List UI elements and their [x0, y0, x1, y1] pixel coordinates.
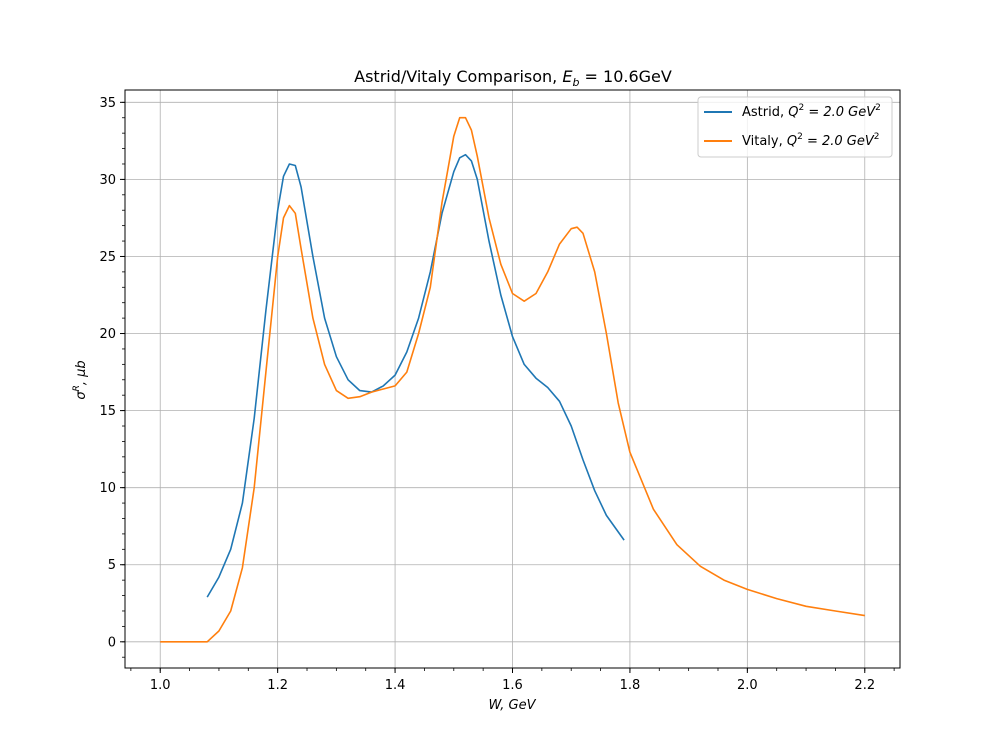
- x-axis-label: W, GeV: [488, 698, 536, 713]
- legend: Astrid, Q2 = 2.0 GeV2 Vitaly, Q2 = 2.0 G…: [697, 96, 893, 158]
- legend-label-vitaly: Vitaly, Q2 = 2.0 GeV2: [742, 132, 880, 149]
- y-axis-label: σR, μb: [72, 360, 89, 399]
- y-tick-label: 20: [99, 327, 116, 342]
- ticks: 1.0 1.2 1.4 1.6 1.8 2.0 2.2 0 5 10 15 20 25 30 35: [99, 96, 895, 693]
- title-rest: = 10.6GeV: [579, 67, 671, 86]
- title-prefix: Astrid/Vitaly Comparison,: [354, 67, 562, 86]
- y-tick-label: 0: [108, 635, 116, 650]
- series-lines: [160, 116, 865, 643]
- y-tick-label: 15: [99, 404, 116, 419]
- series-line-1: [160, 116, 865, 643]
- legend-box: [697, 96, 893, 158]
- y-tick-label: 10: [99, 481, 116, 496]
- x-tick-label: 2.2: [854, 678, 875, 693]
- legend-label-astrid: Astrid, Q2 = 2.0 GeV2: [742, 103, 881, 120]
- x-tick-label: 1.0: [150, 678, 171, 693]
- x-tick-label: 2.0: [737, 678, 758, 693]
- chart-title: Astrid/Vitaly Comparison, Eb = 10.6GeV: [354, 67, 672, 89]
- y-tick-label: 35: [99, 96, 116, 111]
- title-symbol: E: [562, 67, 573, 86]
- y-label-sup: R: [72, 385, 82, 391]
- x-tick-label: 1.4: [385, 678, 406, 693]
- y-tick-label: 30: [99, 173, 116, 188]
- y-tick-label: 25: [99, 250, 116, 265]
- title-subscript: b: [572, 76, 579, 89]
- x-tick-label: 1.6: [502, 678, 523, 693]
- series-line-0: [206, 153, 625, 598]
- x-tick-label: 1.2: [267, 678, 288, 693]
- y-tick-label: 5: [108, 558, 116, 573]
- y-label-symbol: σ: [74, 391, 89, 400]
- x-tick-label: 1.8: [620, 678, 641, 693]
- y-label-unit: , μb: [74, 360, 89, 385]
